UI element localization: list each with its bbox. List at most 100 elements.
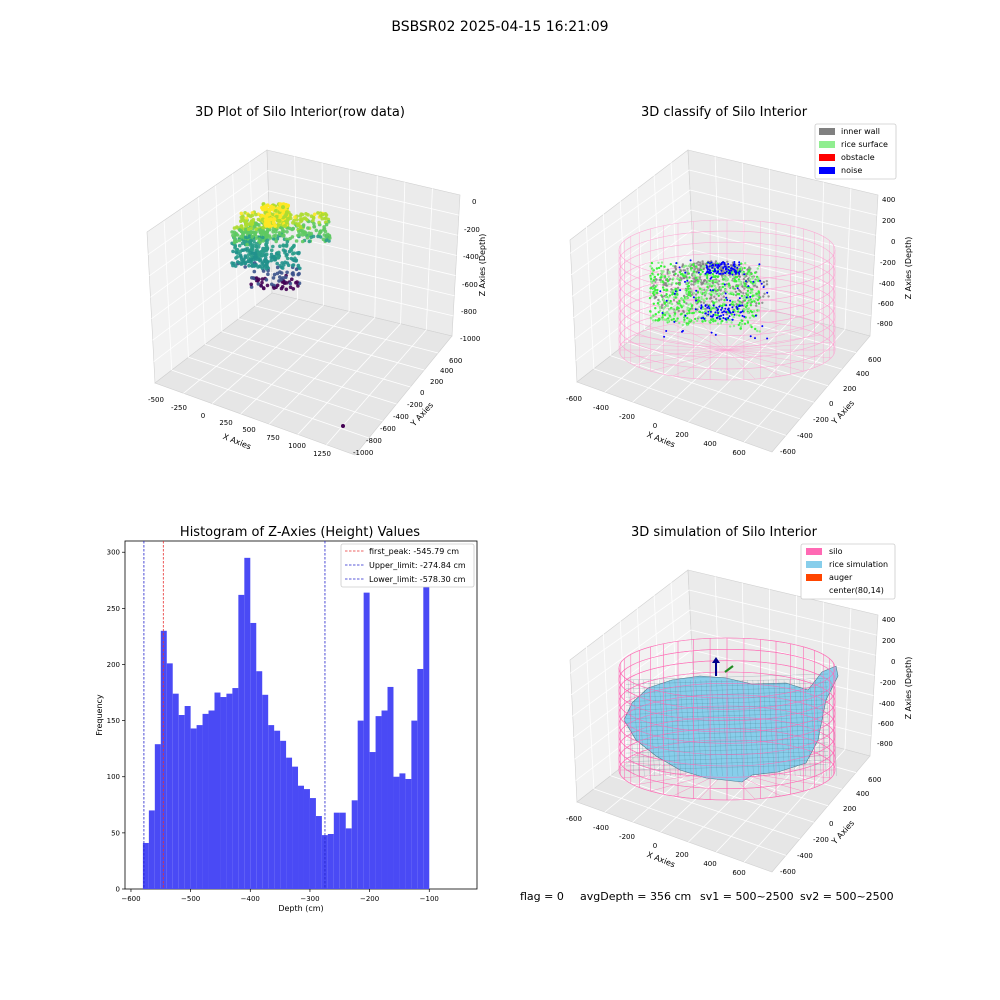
noise-point bbox=[700, 306, 703, 309]
silo-floor-spoke bbox=[726, 349, 821, 366]
inner-wall-point bbox=[697, 260, 700, 264]
noise-point bbox=[740, 311, 743, 314]
rice-surface-point bbox=[697, 316, 700, 319]
rice-surface-point bbox=[681, 297, 684, 301]
panel1-z-tick: -800 bbox=[461, 308, 477, 316]
panel4-z-tick: 400 bbox=[882, 616, 895, 624]
mesh-line bbox=[648, 679, 655, 777]
panel2-classify: -600 -400 -200 0 200 400 600 X Axies -60… bbox=[566, 123, 913, 457]
scatter-point bbox=[275, 271, 280, 276]
rice-surface-point bbox=[712, 291, 715, 294]
scatter-point bbox=[307, 231, 311, 235]
panel2-y-tick: 200 bbox=[843, 385, 856, 393]
scatter-point bbox=[316, 211, 320, 215]
panel1-y-tick: -200 bbox=[407, 401, 423, 409]
noise-point bbox=[684, 271, 687, 274]
panel4-y-tick: -400 bbox=[797, 852, 813, 860]
scatter-point bbox=[261, 269, 266, 273]
rice-surface-point bbox=[687, 306, 690, 310]
scatter-point bbox=[271, 212, 275, 217]
grid-line bbox=[221, 331, 411, 388]
rice-surface-point bbox=[746, 321, 750, 324]
rice-surface-point bbox=[683, 316, 686, 319]
noise-point bbox=[724, 307, 727, 310]
noise-point bbox=[752, 280, 755, 283]
panel2-grid bbox=[569, 156, 877, 443]
rice-surface-point bbox=[685, 322, 688, 325]
scatter-point bbox=[261, 260, 265, 264]
scatter-point bbox=[234, 251, 239, 255]
scatter-point bbox=[288, 285, 293, 290]
legend-label-first-peak: first_peak: -545.79 cm bbox=[369, 547, 459, 556]
scatter-point bbox=[244, 247, 248, 251]
scatter-point bbox=[237, 261, 241, 265]
rice-surface-point bbox=[649, 280, 653, 283]
rice-surface-point bbox=[694, 276, 698, 280]
noise-point bbox=[720, 314, 722, 317]
noise-point bbox=[663, 335, 666, 338]
panel1-grid bbox=[147, 156, 459, 445]
scatter-point bbox=[274, 230, 278, 234]
scatter-point bbox=[233, 238, 237, 243]
panel2-legend-box bbox=[814, 123, 897, 180]
noise-point bbox=[712, 304, 715, 307]
scatter-point bbox=[300, 233, 305, 237]
scatter-point bbox=[284, 220, 289, 225]
scatter-point bbox=[250, 211, 255, 215]
rice-surface-point bbox=[672, 317, 675, 321]
rice-surface-point bbox=[692, 270, 695, 273]
panel1-x-tick: 0 bbox=[201, 412, 205, 420]
panel1-z-tick: 0 bbox=[472, 198, 476, 206]
rice-surface-point bbox=[739, 325, 743, 328]
rice-surface-point bbox=[754, 327, 757, 331]
silo-floor-spoke bbox=[726, 341, 832, 351]
noise-point bbox=[708, 307, 711, 310]
rice-surface-point bbox=[663, 265, 666, 268]
rice-surface-point bbox=[653, 287, 656, 290]
rice-surface-point bbox=[748, 316, 752, 319]
noise-point bbox=[717, 266, 720, 269]
scatter-point bbox=[256, 217, 261, 222]
noise-point bbox=[738, 261, 741, 264]
noise-point bbox=[714, 263, 717, 266]
rice-surface-point bbox=[663, 275, 667, 278]
noise-point bbox=[733, 261, 736, 263]
rice-surface-point bbox=[692, 321, 695, 324]
noise-point bbox=[726, 299, 729, 301]
rice-surface-point bbox=[703, 265, 706, 268]
inner-wall-point bbox=[698, 276, 702, 279]
inner-wall-point bbox=[763, 292, 766, 295]
rice-surface-point bbox=[706, 285, 709, 289]
scatter-point bbox=[258, 240, 262, 245]
panel2-x-tick: -600 bbox=[566, 395, 582, 403]
scatter-point bbox=[300, 239, 305, 244]
rice-surface-point bbox=[659, 280, 663, 284]
rice-surface-point bbox=[694, 297, 697, 300]
rice-surface-point bbox=[685, 289, 688, 292]
scatter-point bbox=[272, 286, 276, 290]
inner-wall-point bbox=[674, 265, 677, 268]
grid-line bbox=[692, 249, 873, 297]
rice-surface-point bbox=[649, 277, 653, 281]
histogram-bar bbox=[363, 592, 370, 889]
mesh-line bbox=[794, 679, 801, 777]
panel4-z-ticks: -800 -600 -400 -200 0 200 400 bbox=[877, 616, 896, 748]
scatter-point bbox=[260, 230, 265, 235]
grid-line bbox=[585, 640, 595, 789]
noise-point bbox=[700, 304, 703, 307]
scatter-point bbox=[238, 228, 243, 233]
noise-point bbox=[724, 292, 727, 295]
noise-point bbox=[727, 265, 730, 268]
rice-surface-point bbox=[692, 264, 695, 267]
rice-surface-point bbox=[745, 308, 748, 311]
noise-point bbox=[704, 304, 707, 307]
rice-surface-point bbox=[691, 311, 694, 315]
noise-point bbox=[730, 269, 733, 272]
rice-surface-point bbox=[687, 322, 690, 325]
rice-surface-point bbox=[649, 274, 652, 278]
legend-label-obstacle: obstacle bbox=[841, 153, 875, 162]
scatter-point bbox=[281, 234, 285, 238]
scatter-point bbox=[324, 235, 329, 239]
rice-surface-point bbox=[701, 270, 704, 273]
